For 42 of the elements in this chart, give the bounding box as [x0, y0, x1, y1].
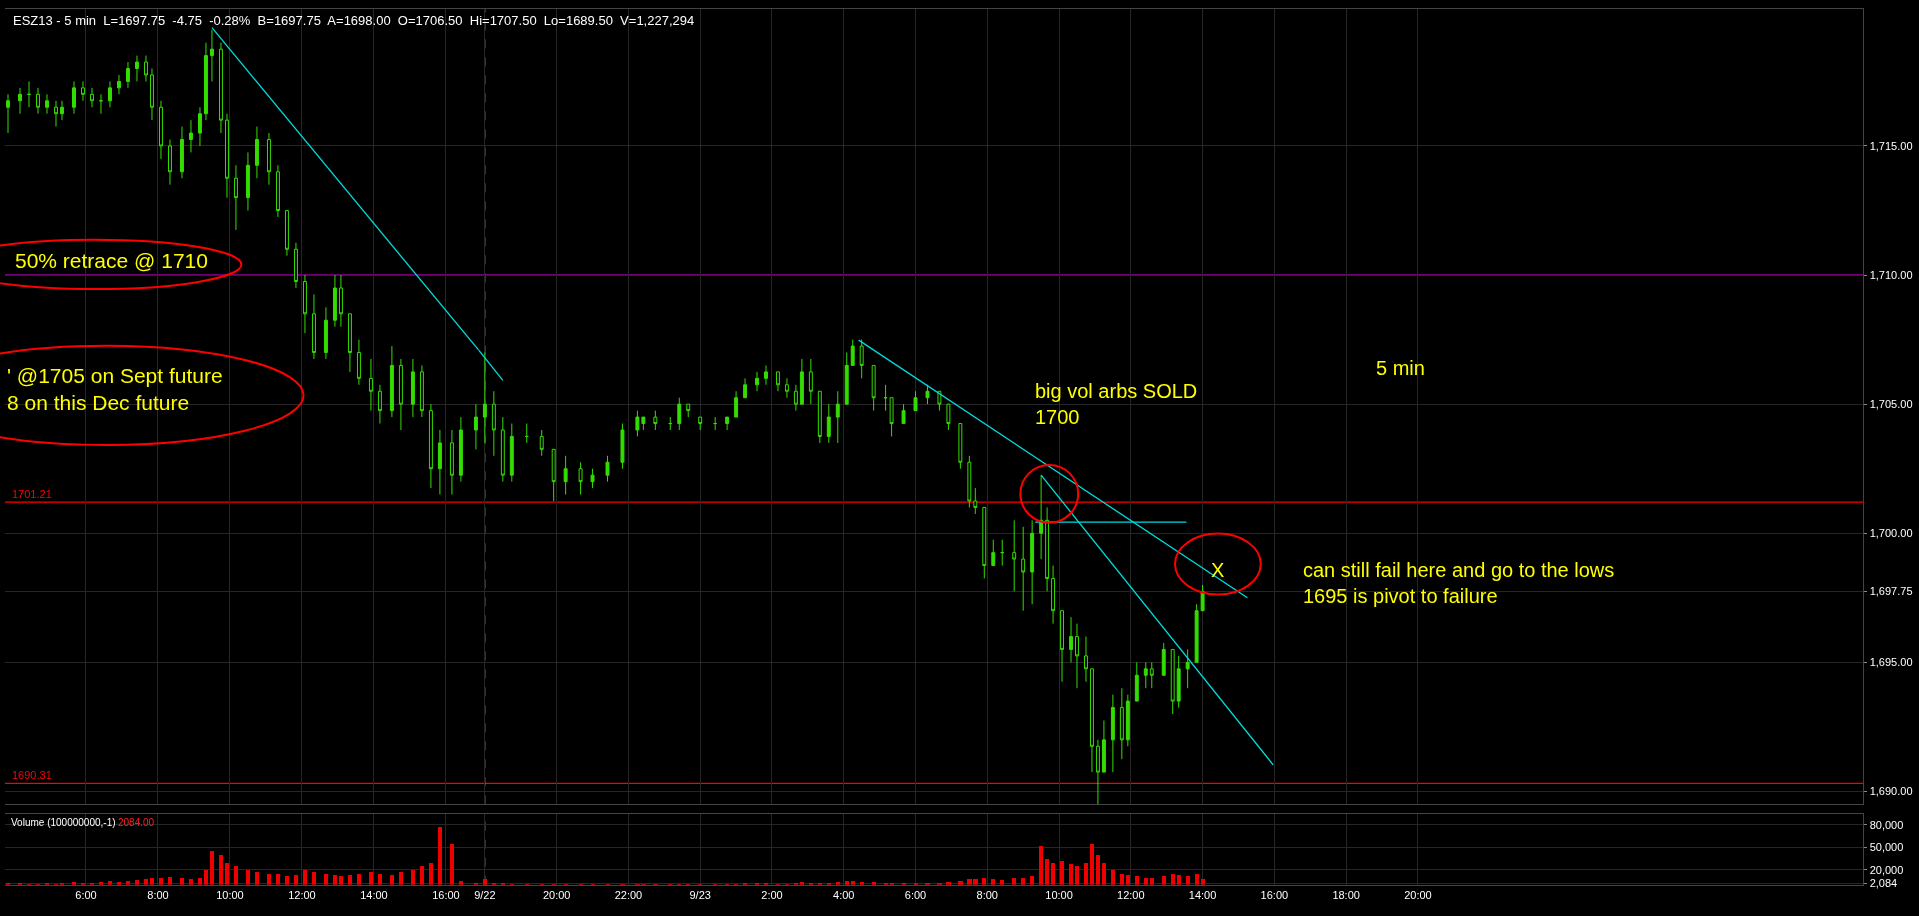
x-tick-label: 8:00	[147, 888, 169, 901]
x-tick-label: 16:00	[1260, 888, 1289, 901]
x-tick-label: 20:00	[1404, 888, 1432, 901]
x-tick-label: 6:00	[75, 888, 97, 901]
x-tick-label: 18:00	[1332, 888, 1360, 901]
y-tick-label: 1,715.00	[1869, 139, 1913, 152]
y-tick-label: 2,084	[1869, 876, 1898, 889]
chart-title: Volume (100000000,-1)	[11, 817, 116, 828]
annotation: can still fail here and go to the lows 1695 is pivot to failure	[1303, 559, 1615, 607]
x-tick-label: 6:00	[904, 888, 927, 901]
y-tick-label: 1,710.00	[1869, 268, 1913, 281]
x-tick-label: 14:00	[1188, 888, 1217, 901]
y-tick-label: 1,700.00	[1869, 527, 1913, 540]
x-tick-label: 12:00	[288, 888, 316, 901]
annotation: 2084.00	[118, 817, 155, 828]
x-tick-label: 8:00	[976, 888, 998, 901]
annotation: X	[1211, 559, 1225, 581]
x-tick-label: 22:00	[614, 888, 643, 901]
x-tick-label: 10:00	[216, 888, 244, 901]
ref-line-label: 1701.21	[12, 488, 52, 500]
ref-line-label: 1690.31	[12, 769, 52, 781]
x-tick-label: 2:00	[761, 888, 783, 901]
x-tick-label: 9/23	[689, 888, 711, 901]
chart-title: ESZ13 - 5 min L=1697.75 -4.75 -0.28% B=1697.75 A=1698.00 O=1706.50 Hi=1707.50 Lo=1689.50 V=1,227,294	[13, 13, 695, 28]
x-tick-label: 9/22	[474, 888, 496, 901]
y-tick-label: 80,000	[1869, 818, 1904, 831]
y-tick-label: 1,697.75	[1869, 585, 1913, 598]
x-tick-label: 20:00	[542, 888, 571, 901]
x-tick-label: 16:00	[432, 888, 460, 901]
y-tick-label: 1,690.00	[1869, 785, 1913, 798]
annotation: 5 min	[1376, 357, 1425, 379]
x-tick-label: 4:00	[833, 888, 855, 901]
annotation: ' @1705 on Sept future 8 on this Dec future	[7, 364, 223, 415]
x-tick-label: 14:00	[360, 888, 388, 901]
y-tick-label: 20,000	[1869, 863, 1904, 876]
annotation: 50% retrace @ 1710	[15, 249, 208, 272]
y-tick-label: 1,695.00	[1869, 656, 1913, 669]
y-tick-label: 1,705.00	[1869, 398, 1913, 411]
y-tick-label: 50,000	[1869, 841, 1904, 854]
annotation: big vol arbs SOLD 1700	[1035, 380, 1198, 428]
x-tick-label: 10:00	[1045, 888, 1073, 901]
x-tick-label: 12:00	[1117, 888, 1145, 901]
